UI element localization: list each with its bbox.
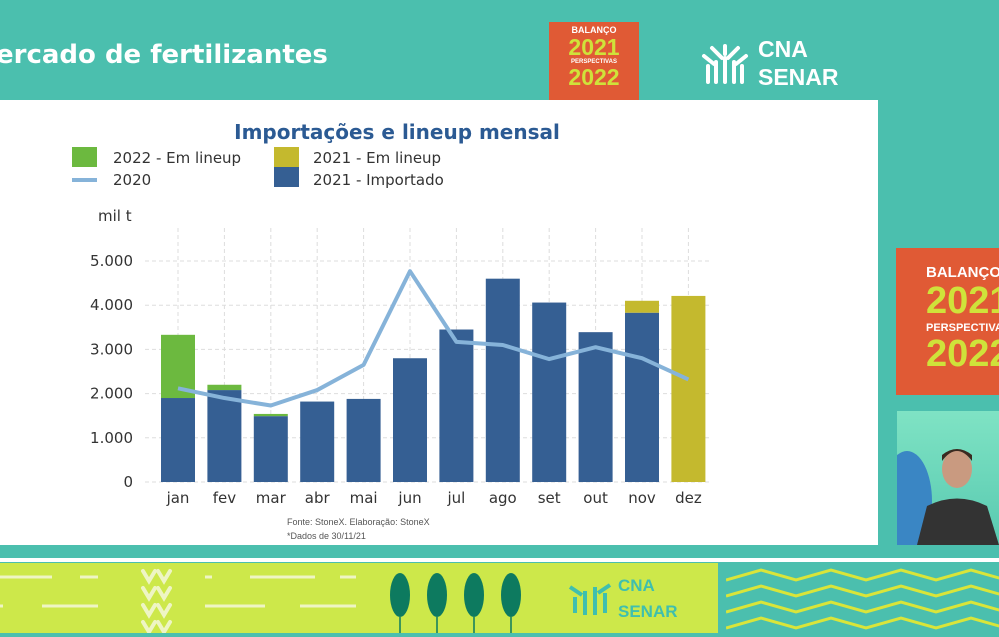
bar-jan-2021-importado [161, 398, 195, 482]
zigzag-line [725, 568, 999, 582]
y-axis-label: mil t [98, 207, 132, 225]
y-tick-label: 2.000 [90, 385, 133, 403]
legend-label-2021-importado: 2021 - Importado [313, 171, 444, 189]
slide-panel [0, 100, 878, 545]
axis-ticks: 0 1.000 2.000 3.000 4.000 5.000 jan fev mar abr ma… [90, 252, 702, 507]
line-2020 [177, 269, 690, 408]
badge-year1: 2021 [926, 280, 999, 322]
event-badge: BALANÇO 2021 PERSPECTIVAS 2022 [549, 22, 639, 100]
decorative-pattern-icon: CNA SENAR [0, 569, 678, 636]
legend: 2022 - Em lineup 2020 2021 - Em lineup 2… [72, 147, 444, 189]
bar-nov-2021-importado [625, 312, 659, 482]
side-event-badge: BALANÇO 2021 PERSPECTIVAS 2022 [896, 248, 999, 395]
zigzag-line [725, 584, 999, 598]
logo-line2: SENAR [758, 63, 839, 90]
badge-perspectivas: PERSPECTIVAS [926, 321, 999, 334]
x-tick-label: jul [446, 489, 465, 507]
cna-senar-logo: CNA SENAR [700, 36, 839, 91]
speaker-video [897, 411, 999, 545]
x-tick-label: out [583, 489, 608, 507]
bar-fev-2022-em-lineup [207, 384, 242, 391]
band-logo-line2: SENAR [618, 602, 678, 621]
legend-label-2021-lineup: 2021 - Em lineup [313, 149, 441, 167]
chart-source: Fonte: StoneX. Elaboração: StoneX [287, 517, 430, 527]
x-tick-label: set [538, 489, 561, 507]
logo-line1: CNA [758, 36, 808, 62]
decorative-band: CNA SENAR [0, 563, 718, 636]
x-tick-label: nov [628, 489, 656, 507]
legend-swatch-2022-lineup [72, 147, 97, 167]
x-tick-label: mar [256, 489, 287, 507]
line-series-2020 [177, 269, 690, 408]
zigzag-line [725, 600, 999, 614]
bar-jan-2022-em-lineup [161, 334, 195, 399]
bar-set-2021-importado [532, 302, 567, 482]
chart-title: Importações e lineup mensal [234, 120, 560, 144]
y-tick-label: 1.000 [90, 429, 133, 447]
x-tick-label: ago [489, 489, 517, 507]
speaker-figure-icon [897, 449, 999, 545]
bar-mar-2021-importado [253, 416, 288, 482]
badge-balanco: BALANÇO [926, 264, 999, 281]
legend-label-2020: 2020 [113, 171, 151, 189]
bars [161, 278, 706, 482]
divider [0, 558, 999, 562]
bar-out-2021-importado [578, 332, 613, 482]
badge-year1: 2021 [568, 33, 620, 60]
bar-abr-2021-importado [300, 401, 335, 482]
x-tick-label: abr [305, 489, 331, 507]
badge-year2: 2022 [926, 333, 999, 376]
x-tick-label: dez [675, 489, 702, 507]
bar-jul-2021-importado [439, 329, 474, 482]
x-tick-label: mai [350, 489, 378, 507]
bar-nov-2021-em-lineup [625, 300, 659, 313]
y-tick-label: 3.000 [90, 340, 133, 358]
wheat-ear-icon [141, 569, 172, 636]
bar-fev-2021-importado [207, 390, 242, 482]
bar-dez-2021-em-lineup [671, 295, 706, 482]
bar-mar-2022-em-lineup [253, 413, 288, 417]
x-tick-label: fev [213, 489, 237, 507]
y-tick-label: 0 [123, 473, 133, 491]
y-tick-label: 4.000 [90, 296, 133, 314]
legend-swatch-2021-importado [274, 167, 299, 187]
legend-label-2022-lineup: 2022 - Em lineup [113, 149, 241, 167]
badge-perspectivas: PERSPECTIVAS [571, 58, 617, 65]
bar-ago-2021-importado [485, 278, 520, 482]
x-tick-label: jun [397, 489, 421, 507]
bar-mai-2021-importado [346, 398, 381, 482]
page-title: ercado de fertilizantes [0, 40, 328, 70]
y-tick-label: 5.000 [90, 252, 133, 270]
legend-swatch-2021-lineup [274, 147, 299, 167]
zigzag-icon [725, 568, 999, 630]
x-tick-label: jan [166, 489, 190, 507]
legend-swatch-2020 [72, 178, 97, 182]
zigzag-pattern [725, 563, 999, 633]
band-logo-line1: CNA [618, 576, 655, 595]
bar-jun-2021-importado [393, 358, 427, 482]
badge-balanco: BALANÇO [571, 25, 617, 35]
badge-year2: 2022 [568, 63, 620, 90]
chart-note: *Dados de 30/11/21 [287, 531, 366, 541]
wheat-logo-icon [702, 43, 748, 84]
zigzag-line [725, 616, 999, 630]
